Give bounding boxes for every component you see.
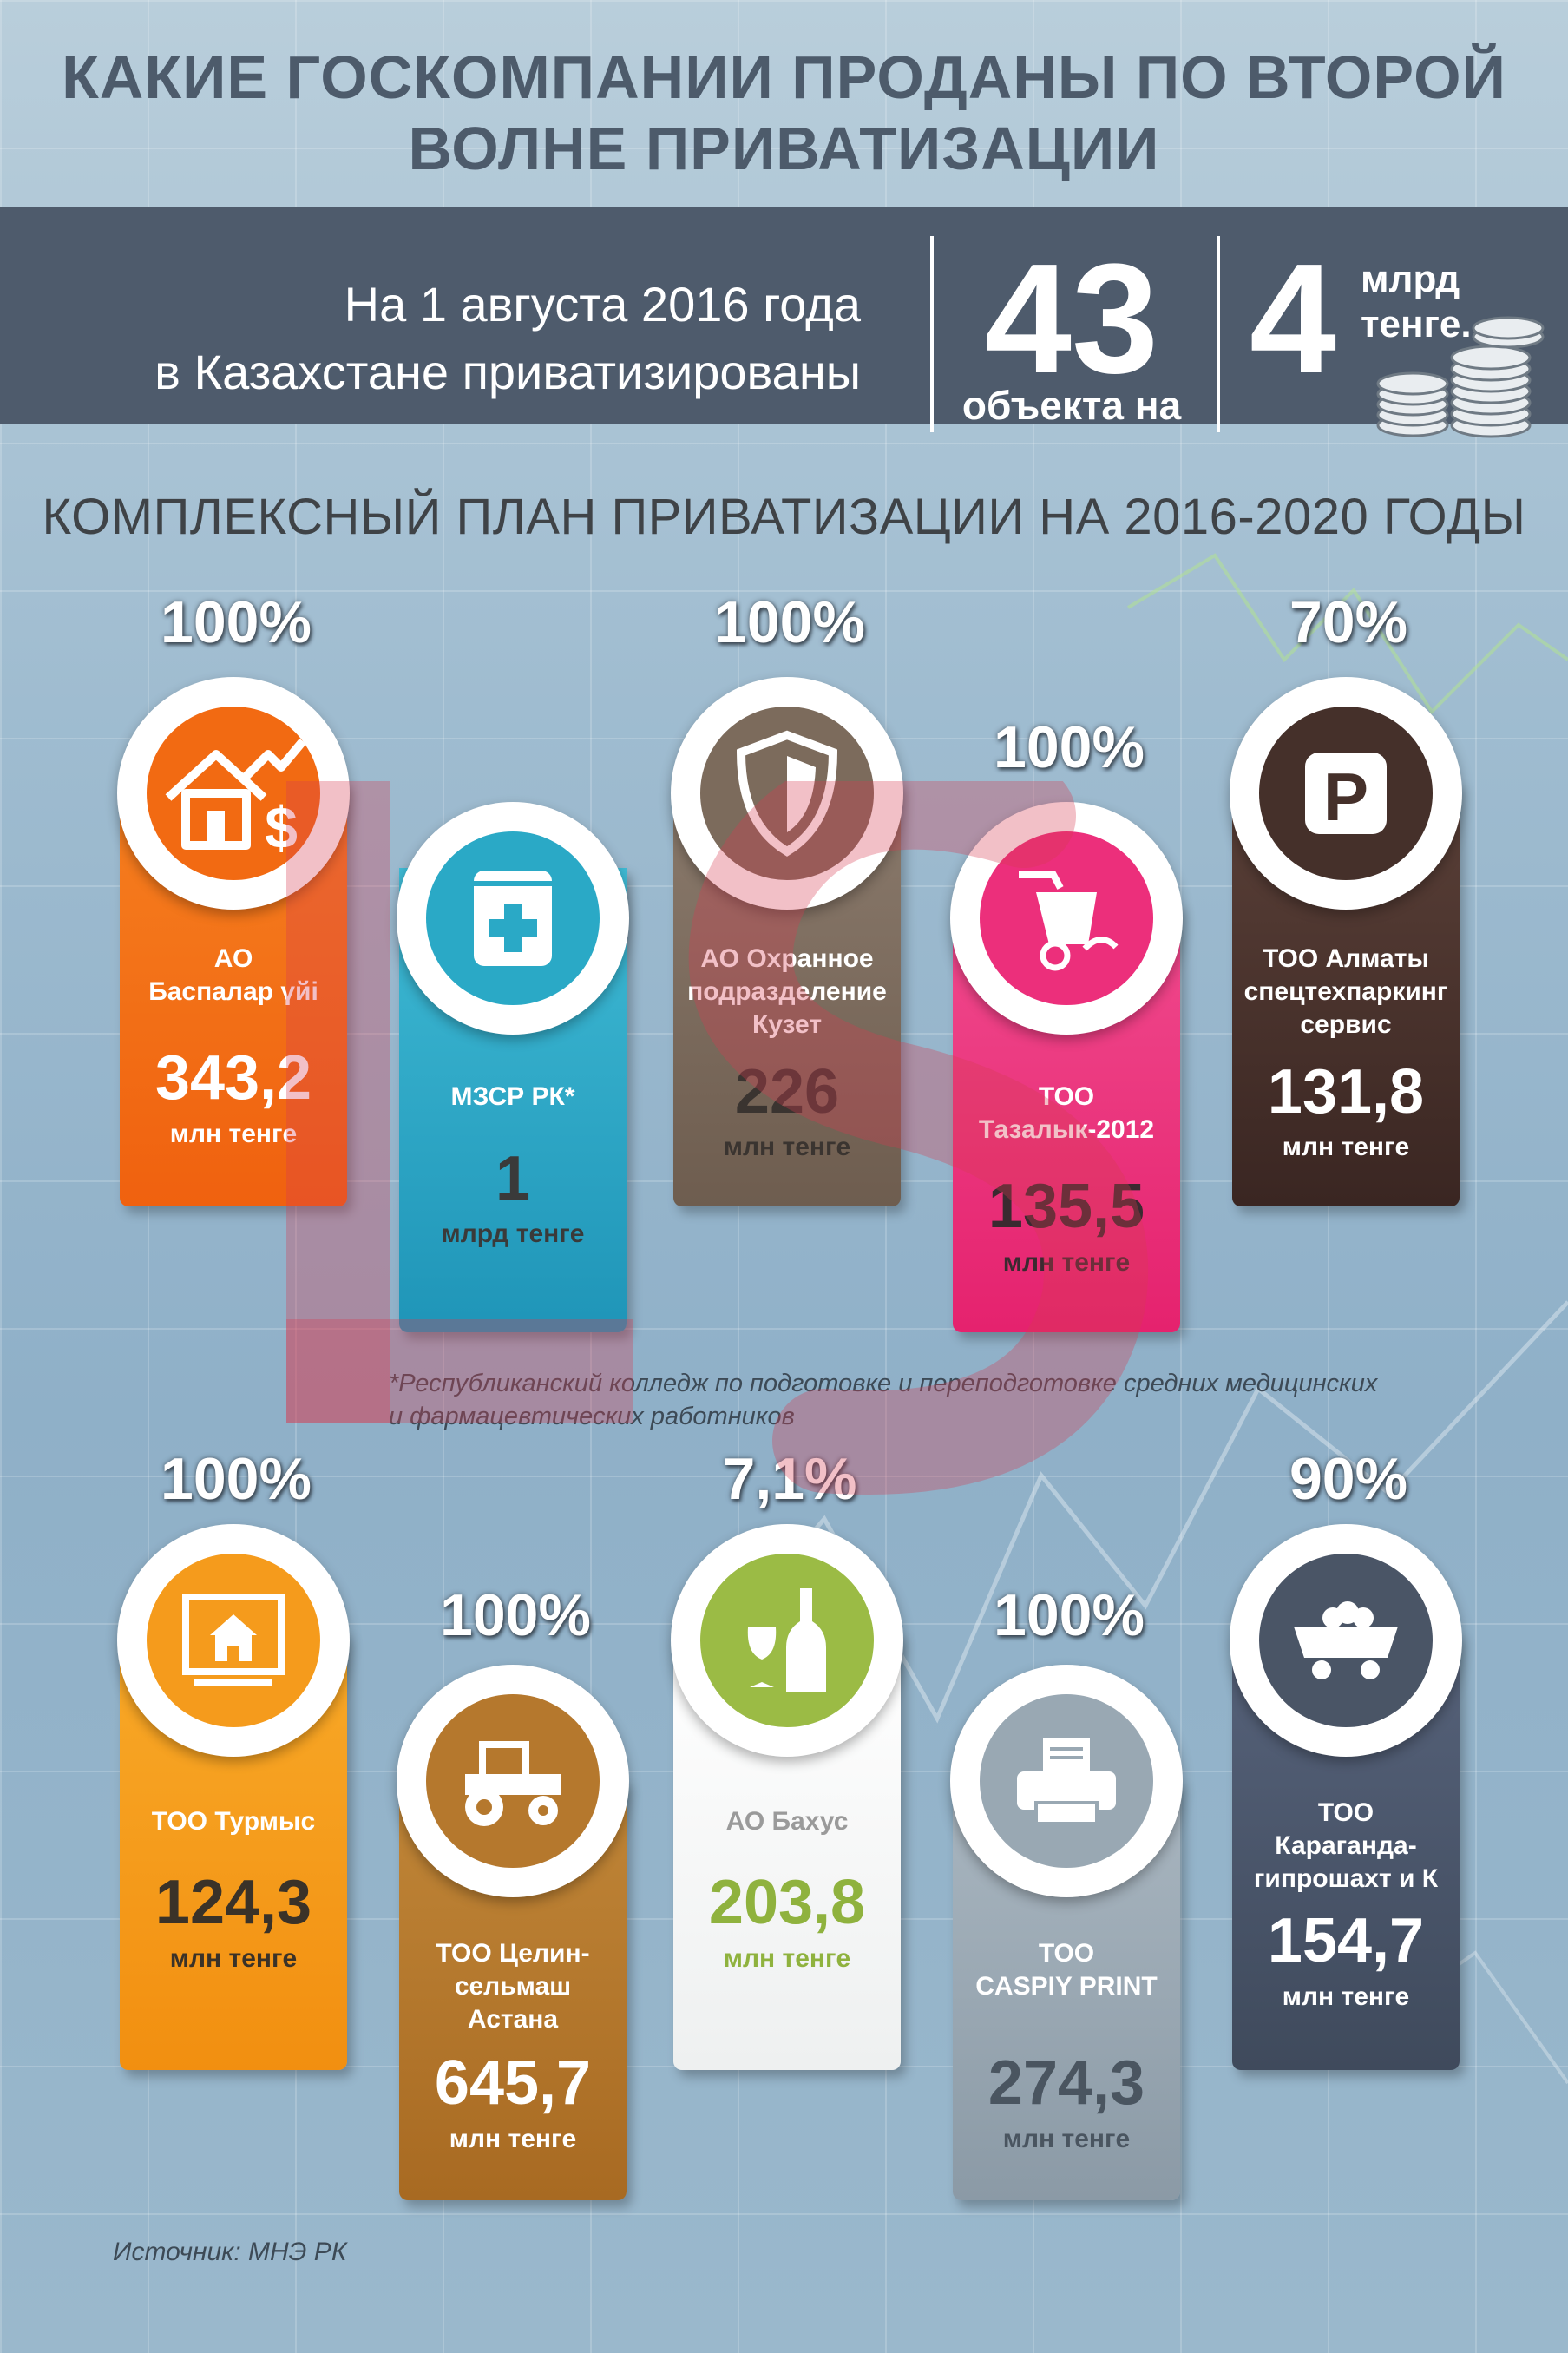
icon-circle: [397, 1665, 629, 1897]
percent-label: 100%: [994, 714, 1145, 780]
footnote: *Республиканский колледж по подготовке и…: [389, 1370, 1378, 1430]
house-monitor-icon: [182, 1594, 285, 1686]
parking-icon: P: [1305, 753, 1387, 835]
source-note: Источник: МНЭ РК: [113, 2238, 347, 2266]
page-title: КАКИЕ ГОСКОМПАНИИ ПРОДАНЫ ПО ВТОРОЙ ВОЛН…: [62, 43, 1506, 182]
icon-circle: [1230, 1524, 1462, 1757]
percent-label: 100%: [161, 1446, 312, 1512]
medical-book-icon: [474, 871, 552, 966]
trash-cart-icon: [1019, 871, 1119, 971]
summary-band: [0, 207, 1568, 424]
coins-icon: [1376, 316, 1545, 438]
icon-circle: [671, 1524, 903, 1757]
icon-circle: [950, 1665, 1183, 1897]
percent-label: 100%: [161, 589, 312, 655]
percent-label: 100%: [714, 589, 865, 655]
svg-text:P: P: [1323, 759, 1368, 835]
shield-icon: [736, 730, 838, 857]
icon-circle: $: [117, 677, 350, 910]
tractor-icon: [465, 1741, 561, 1826]
percent-label: 90%: [1289, 1446, 1408, 1512]
amount-value: 4: [1249, 232, 1337, 406]
icon-circle: [671, 677, 903, 910]
printer-icon: [1017, 1738, 1116, 1825]
objects-count: 43: [984, 232, 1159, 406]
divider: [1217, 236, 1220, 432]
icon-circle: [117, 1524, 350, 1757]
plan-subtitle: КОМПЛЕКСНЫЙ ПЛАН ПРИВАТИЗАЦИИ НА 2016-20…: [42, 489, 1526, 545]
objects-label: объекта на: [961, 383, 1182, 428]
percent-label: 70%: [1289, 589, 1408, 655]
amount-unit: млрд тенге.: [1361, 258, 1472, 345]
wine-bottle-icon: [747, 1588, 826, 1692]
svg-text:$: $: [265, 795, 298, 858]
icon-circle: [950, 802, 1183, 1035]
summary-text: На 1 августа 2016 года в Казахстане прив…: [154, 277, 861, 399]
mine-cart-icon: [1294, 1601, 1398, 1679]
icon-circle: [397, 802, 629, 1035]
percent-label: 100%: [440, 1582, 591, 1648]
icon-circle: P: [1230, 677, 1462, 910]
percent-label: 7,1%: [722, 1446, 857, 1512]
divider: [930, 236, 934, 432]
percent-label: 100%: [994, 1582, 1145, 1648]
house-dollar-icon: $: [165, 738, 306, 858]
